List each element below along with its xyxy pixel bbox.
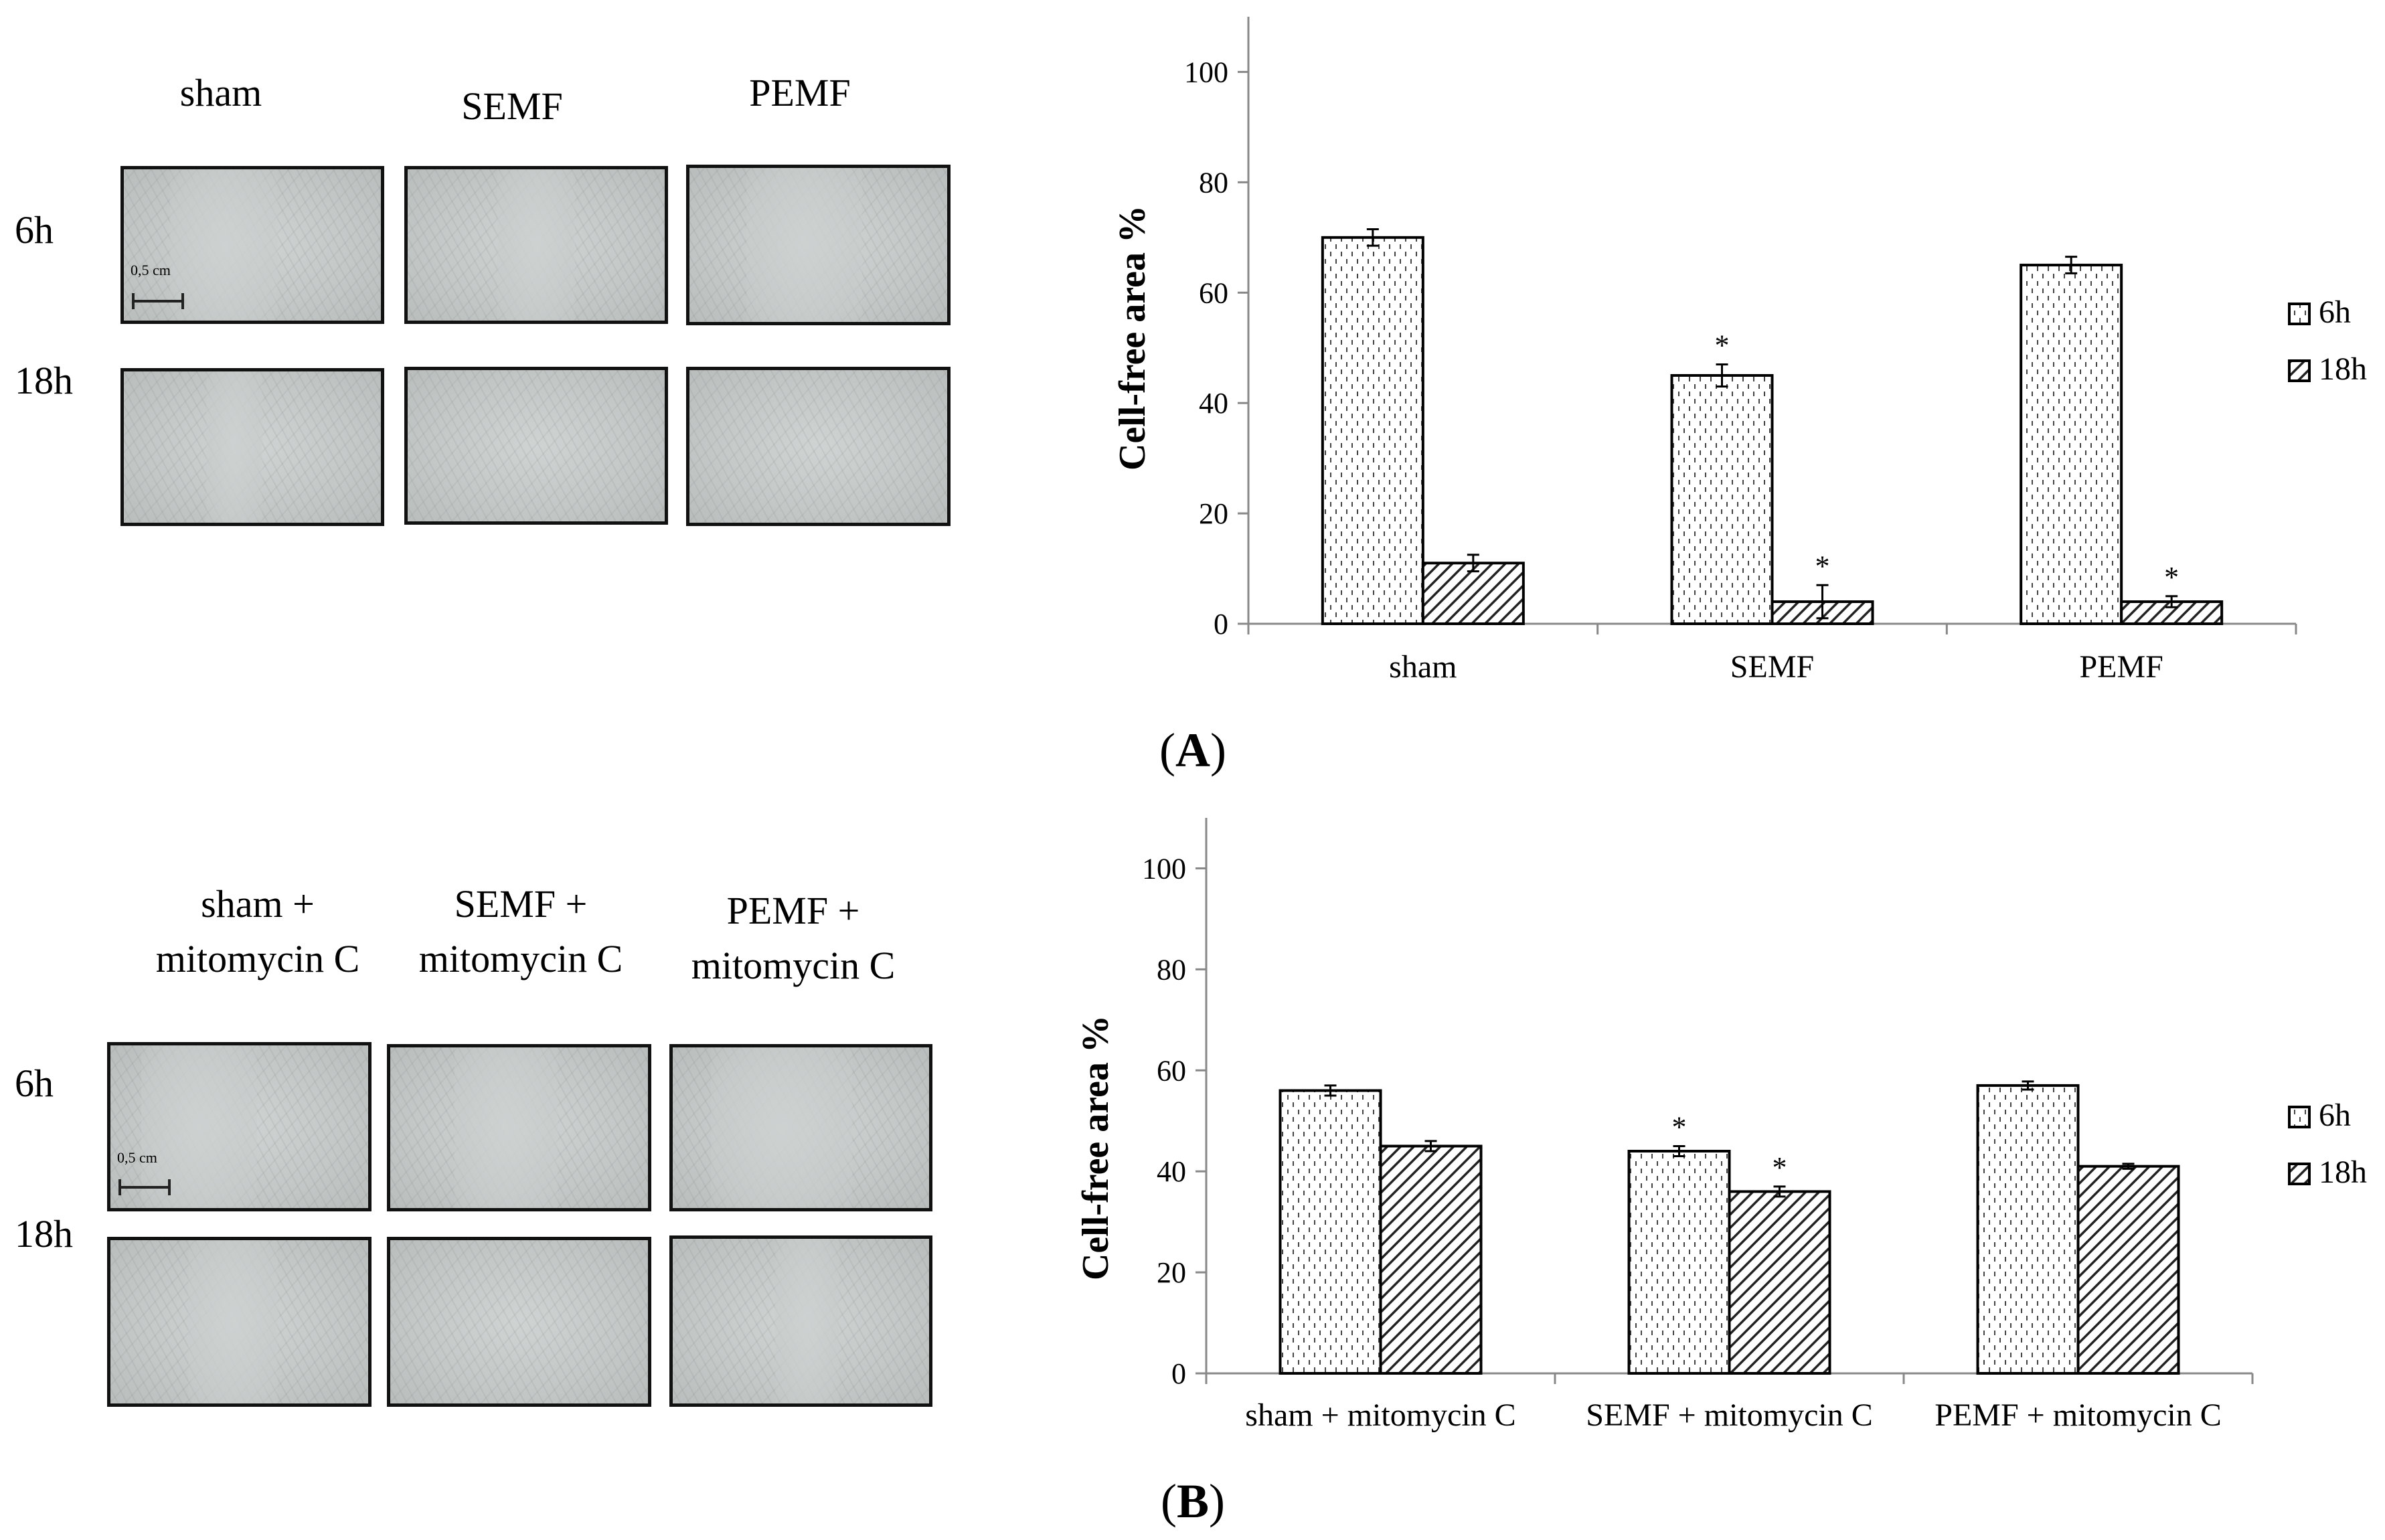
y-tick-label: 100 xyxy=(1184,56,1228,88)
legend-swatch-18h xyxy=(2288,359,2311,382)
legend-swatch-6h xyxy=(2288,303,2311,325)
y-tick-label: 40 xyxy=(1199,387,1228,420)
x-tick-label: SEMF xyxy=(1730,649,1814,685)
legend-label-18h: 18h xyxy=(2319,1154,2367,1190)
panel-letter-b: (B) xyxy=(1161,1474,1225,1528)
scale-bar-label: 0,5 cm xyxy=(131,262,171,278)
y-tick-label: 60 xyxy=(1157,1054,1186,1087)
bar-18h-0 xyxy=(1379,1144,1483,1375)
y-tick-label: 80 xyxy=(1199,166,1228,199)
legend-label-18h: 18h xyxy=(2319,351,2367,387)
micrograph-semf-mitomycin-6h xyxy=(387,1044,651,1211)
micrograph-pemf-6h xyxy=(686,165,951,325)
micrograph-sham-mitomycin-6h: 0,5 cm xyxy=(107,1042,372,1211)
legend-label-6h: 6h xyxy=(2319,1098,2351,1133)
legend-label-6h: 6h xyxy=(2319,294,2351,330)
y-tick-label: 20 xyxy=(1199,497,1228,530)
bars: ** xyxy=(1279,1080,2180,1375)
col-label-sham: sham xyxy=(179,71,262,114)
y-tick-label: 40 xyxy=(1157,1155,1186,1188)
bar-6h-2 xyxy=(2020,264,2123,625)
legend-swatch-6h xyxy=(2288,1106,2311,1128)
scale-bar xyxy=(118,1179,171,1195)
bar-6h-2 xyxy=(1976,1084,2080,1375)
col-label-pemf-mitomycin: PEMF + mitomycin C xyxy=(691,889,896,987)
significance-marker: * xyxy=(1715,329,1730,361)
micrograph-semf-18h xyxy=(404,367,668,525)
col-label-semf-mitomycin: SEMF + mitomycin C xyxy=(418,882,623,980)
micrograph-pemf-mitomycin-18h xyxy=(669,1235,932,1407)
chart-a: Cell-free area % 0 20 40 60 80 100 sham SEMF PEM… xyxy=(1112,17,2367,685)
micrograph-semf-6h xyxy=(404,166,668,324)
legend: 6h 18h xyxy=(2288,294,2367,387)
bar-6h-0 xyxy=(1321,236,1424,625)
row-label-6h: 6h xyxy=(15,1061,54,1105)
col-label-pemf: PEMF xyxy=(749,71,851,114)
micrograph-sham-18h xyxy=(120,368,384,526)
x-tick-label: sham + mitomycin C xyxy=(1245,1397,1515,1433)
micrograph-pemf-18h xyxy=(686,367,951,526)
significance-marker: * xyxy=(2164,561,2179,594)
y-tick-label: 80 xyxy=(1157,953,1186,986)
micrograph-semf-mitomycin-18h xyxy=(387,1237,651,1407)
micrograph-sham-mitomycin-18h xyxy=(107,1237,372,1407)
y-tick-label: 0 xyxy=(1171,1357,1186,1390)
row-label-18h: 18h xyxy=(15,1212,73,1256)
y-tick-label: 60 xyxy=(1199,276,1228,309)
y-tick-label: 20 xyxy=(1157,1256,1186,1289)
micrograph-pemf-mitomycin-6h xyxy=(669,1044,932,1211)
y-axis-label: Cell-free area % xyxy=(1112,205,1153,470)
significance-marker: * xyxy=(1672,1110,1687,1143)
bar-18h-1 xyxy=(1728,1190,1831,1375)
y-axis-label: Cell-free area % xyxy=(1075,1015,1117,1280)
bar-18h-0 xyxy=(1421,562,1525,625)
significance-marker: * xyxy=(1773,1151,1787,1184)
chart-b: Cell-free area % 0 20 40 60 80 100 sham + mito… xyxy=(1075,818,2367,1433)
legend-swatch-18h xyxy=(2288,1163,2311,1185)
row-label-18h: 18h xyxy=(15,359,73,402)
col-label-sham-mitomycin: sham + mitomycin C xyxy=(155,882,360,980)
legend: 6h 18h xyxy=(2288,1098,2367,1190)
scale-bar xyxy=(132,293,184,309)
scale-bar-label: 0,5 cm xyxy=(117,1149,157,1166)
x-tick-label: PEMF xyxy=(2079,649,2163,685)
row-label-6h: 6h xyxy=(15,208,54,252)
x-tick-label: sham xyxy=(1389,649,1457,685)
col-label-semf: SEMF xyxy=(461,84,563,128)
y-tick-label: 100 xyxy=(1142,852,1186,885)
y-tick-label: 0 xyxy=(1214,608,1228,640)
bar-18h-2 xyxy=(2076,1165,2180,1375)
bars: * * * xyxy=(1321,228,2224,626)
bar-6h-0 xyxy=(1279,1089,1382,1375)
x-tick-label: PEMF + mitomycin C xyxy=(1935,1397,2221,1433)
x-tick-label: SEMF + mitomycin C xyxy=(1586,1397,1872,1433)
bar-6h-1 xyxy=(1670,373,1774,625)
bar-6h-1 xyxy=(1627,1150,1731,1375)
micrograph-sham-6h: 0,5 cm xyxy=(120,166,384,324)
panel-letter-a: (A) xyxy=(1159,723,1226,777)
significance-marker: * xyxy=(1815,549,1830,582)
